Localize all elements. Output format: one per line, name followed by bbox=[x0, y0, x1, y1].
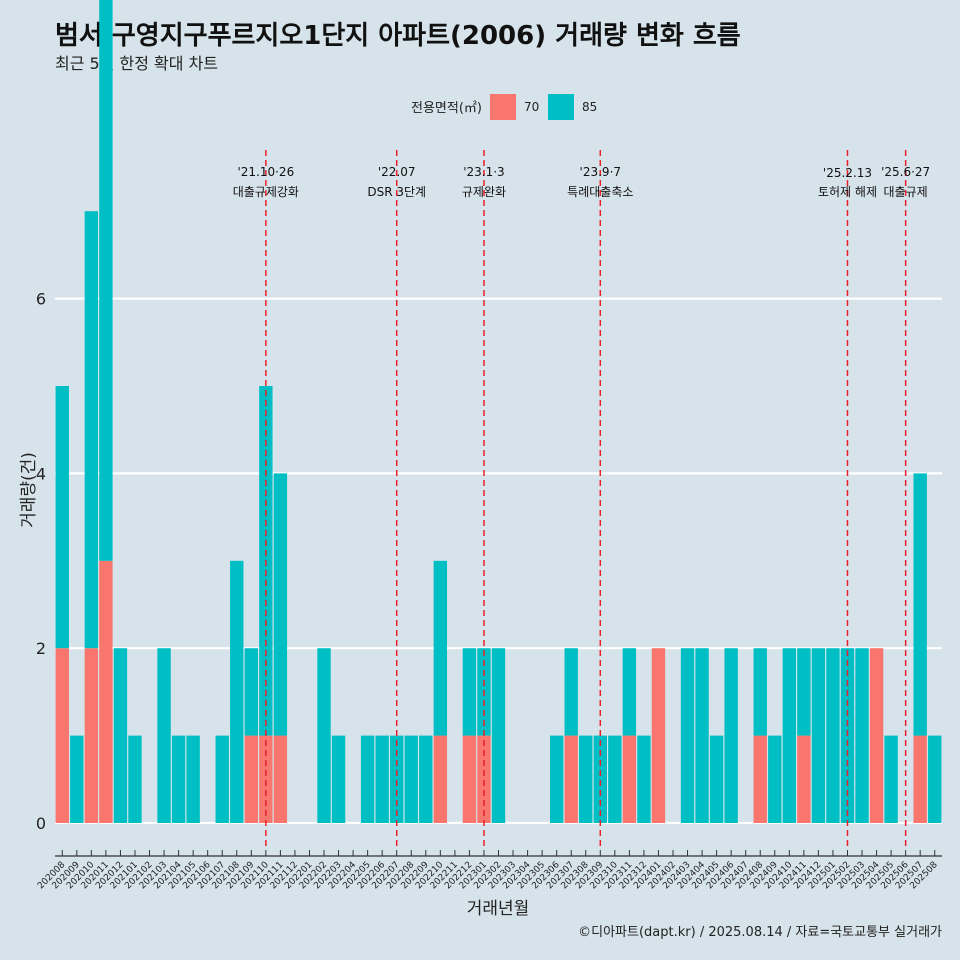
y-tick-label-0: 0 bbox=[36, 814, 46, 833]
bar-85-202306 bbox=[549, 735, 564, 823]
bar-70-202110 bbox=[259, 735, 273, 823]
event-label-202110: 대출규제강화 bbox=[233, 185, 299, 199]
legend-label-70: 70 bbox=[524, 100, 539, 114]
bar-85-202210 bbox=[433, 560, 448, 736]
event-markers: '21.10·26 대출규제강화 '22.07 DSR 3단계 '23.1·3 규제완화 '… bbox=[233, 150, 930, 848]
legend-title: 전용면적(㎡) bbox=[411, 101, 482, 116]
bar-85-202107 bbox=[215, 735, 229, 823]
bar-70-202111 bbox=[273, 735, 288, 823]
bar-70-202411 bbox=[797, 735, 811, 823]
event-label-202309: 특례대출축소 bbox=[567, 185, 633, 199]
bar-85-202104 bbox=[171, 735, 186, 823]
event-date-202309: '23.9·7 bbox=[580, 165, 621, 179]
bar-85-202308 bbox=[579, 735, 593, 823]
bar-85-202205 bbox=[360, 735, 375, 823]
x-axis: 2020082020092020102020112020122021012021… bbox=[36, 850, 942, 891]
legend-swatch-85 bbox=[548, 94, 574, 120]
bar-85-202103 bbox=[157, 648, 171, 823]
bar-70-202408 bbox=[753, 735, 767, 823]
bar-85-202405 bbox=[709, 735, 724, 823]
bar-70-202008 bbox=[55, 648, 69, 823]
event-date-202301: '23.1·3 bbox=[463, 165, 504, 179]
bar-85-202009 bbox=[70, 735, 84, 823]
bar-85-202310 bbox=[608, 735, 622, 823]
bar-85-202203 bbox=[331, 735, 346, 823]
event-date-202110: '21.10·26 bbox=[237, 165, 294, 179]
bar-85-202404 bbox=[695, 648, 709, 823]
bar-85-202507 bbox=[913, 473, 927, 736]
bar-85-202409 bbox=[768, 735, 782, 823]
bar-70-202212 bbox=[462, 735, 477, 823]
bar-85-202508 bbox=[928, 735, 942, 823]
bar-70-202109 bbox=[244, 735, 258, 823]
bar-85-202008 bbox=[55, 386, 69, 649]
y-tick-label-6: 6 bbox=[36, 290, 46, 309]
bar-85-202101 bbox=[128, 735, 142, 823]
bar-85-202010 bbox=[84, 211, 99, 649]
bar-70-202401 bbox=[651, 648, 666, 823]
y-axis-ticks: 0 2 4 6 bbox=[36, 290, 46, 833]
bar-85-202209 bbox=[419, 735, 433, 823]
bar-70-202210 bbox=[433, 735, 448, 823]
bar-70-202507 bbox=[913, 735, 927, 823]
event-date-202506: '25.6·27 bbox=[881, 165, 930, 179]
bar-85-202206 bbox=[375, 735, 389, 823]
bars bbox=[55, 0, 942, 823]
bar-85-202011 bbox=[99, 0, 113, 561]
event-label-202301: 규제완화 bbox=[462, 185, 506, 199]
bar-70-202307 bbox=[564, 735, 578, 823]
bar-85-202108 bbox=[230, 560, 244, 823]
bar-85-202309 bbox=[593, 735, 607, 823]
bar-85-202505 bbox=[884, 735, 898, 823]
y-tick-label-4: 4 bbox=[36, 464, 46, 483]
caption: ©디아파트(dapt.kr) / 2025.08.14 / 자료=국토교통부 실… bbox=[578, 925, 942, 940]
bar-85-202311 bbox=[622, 648, 637, 736]
bar-85-202109 bbox=[244, 648, 258, 736]
bar-85-202212 bbox=[462, 648, 477, 736]
chart-title: 범서 구영지구푸르지오1단지 아파트(2006) 거래량 변화 흐름 bbox=[55, 21, 741, 51]
event-date-202502: '25.2.13 bbox=[823, 166, 872, 180]
legend-swatch-70 bbox=[490, 94, 516, 120]
y-axis-title: 거래량(건) bbox=[19, 452, 39, 528]
bar-70-202311 bbox=[622, 735, 637, 823]
bar-85-202105 bbox=[186, 735, 200, 823]
event-label-202506: 대출규제 bbox=[884, 185, 928, 199]
event-label-202207: DSR 3단계 bbox=[367, 185, 426, 199]
bar-85-202207 bbox=[390, 735, 404, 823]
bar-85-202503 bbox=[855, 648, 869, 823]
bar-85-202208 bbox=[404, 735, 418, 823]
bar-85-202408 bbox=[753, 648, 767, 736]
bar-85-202501 bbox=[826, 648, 840, 823]
bar-85-202307 bbox=[564, 648, 578, 736]
bar-85-202302 bbox=[491, 648, 506, 823]
bar-85-202403 bbox=[680, 648, 695, 823]
bar-85-202012 bbox=[113, 648, 128, 823]
event-label-202502: 토허제 해제 bbox=[818, 185, 877, 199]
y-tick-label-2: 2 bbox=[36, 639, 46, 658]
chart-subtitle: 최근 5년 한정 확대 차트 bbox=[55, 54, 218, 73]
bar-85-202406 bbox=[724, 648, 738, 823]
bar-85-202312 bbox=[637, 735, 651, 823]
x-axis-title: 거래년월 bbox=[467, 899, 530, 919]
bar-70-202011 bbox=[99, 560, 113, 823]
event-date-202207: '22.07 bbox=[378, 165, 416, 179]
bar-70-202010 bbox=[84, 648, 99, 823]
bar-85-202410 bbox=[782, 648, 797, 823]
bar-70-202301 bbox=[477, 735, 491, 823]
bar-85-202411 bbox=[797, 648, 811, 736]
bar-85-202202 bbox=[317, 648, 331, 823]
bar-85-202412 bbox=[811, 648, 826, 823]
legend: 전용면적(㎡) 70 85 bbox=[411, 94, 597, 120]
legend-label-85: 85 bbox=[582, 100, 597, 114]
bar-70-202504 bbox=[869, 648, 884, 823]
bar-85-202111 bbox=[273, 473, 288, 736]
